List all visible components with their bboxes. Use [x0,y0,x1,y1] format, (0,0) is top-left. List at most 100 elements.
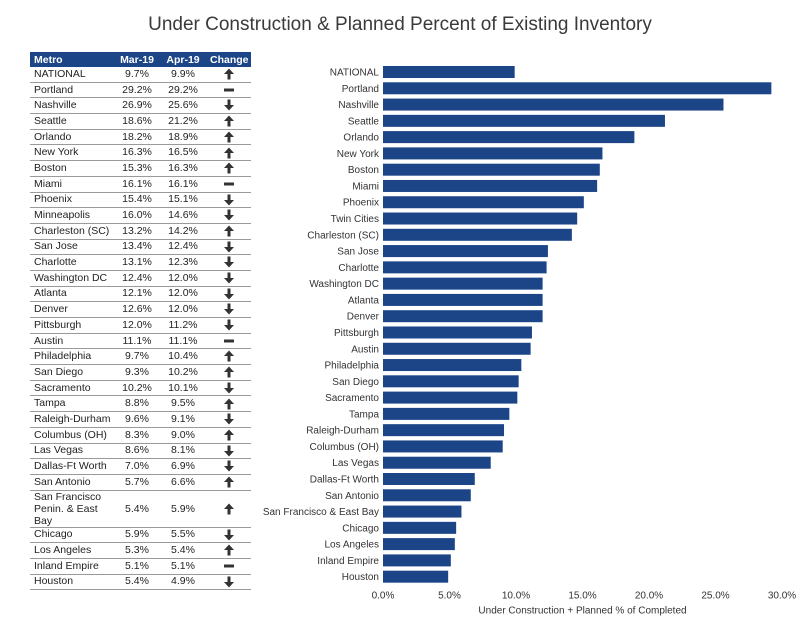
category-label: Denver [347,312,380,323]
apr-19-cell: 4.9% [160,574,206,591]
table-row: Philadelphia 9.7% 10.4% [30,348,251,366]
flat-dash-icon [223,88,234,92]
change-cell [206,82,251,99]
table-row: Miami 16.1% 16.1% [30,176,251,193]
metro-cell: Miami [30,176,114,193]
arrow-up-icon [223,162,234,174]
table-row: Dallas-Ft Worth 7.0% 6.9% [30,458,251,475]
mar-19-cell: 29.2% [114,82,160,99]
category-label: Dallas-Ft Worth [310,475,379,486]
table-row: Raleigh-Durham 9.6% 9.1% [30,411,251,428]
arrow-up-icon [223,503,234,515]
metro-cell: Chicago [30,527,114,544]
metro-cell: Denver [30,301,114,318]
arrow-down-icon [223,272,234,284]
change-cell [206,176,251,193]
apr-19-cell: 25.6% [160,97,206,115]
apr-19-cell: 6.9% [160,458,206,475]
table-row: Seattle 18.6% 21.2% [30,113,251,130]
change-cell [206,474,251,491]
table-row: San Diego 9.3% 10.2% [30,364,251,381]
mar-19-cell: 5.3% [114,542,160,559]
table-row: Nashville 26.9% 25.6% [30,97,251,115]
metro-cell: Sacramento [30,380,114,397]
category-label: San Antonio [325,491,379,502]
bar [383,98,724,111]
apr-19-cell: 9.5% [160,395,206,413]
apr-19-cell: 6.6% [160,474,206,491]
metro-cell: Dallas-Ft Worth [30,458,114,475]
apr-19-cell: 16.5% [160,144,206,162]
apr-19-cell: 9.1% [160,411,206,428]
table-row: San Antonio 5.7% 6.6% [30,474,251,491]
table-row: Pittsburgh 12.0% 11.2% [30,317,251,334]
change-cell [206,286,251,303]
apr-19-cell: 11.2% [160,317,206,334]
category-label: Portland [342,84,379,95]
bar [383,66,515,78]
table-header-row: Metro Mar-19 Apr-19 Change [30,52,251,67]
metro-cell: Philadelphia [30,348,114,366]
change-cell [206,527,251,544]
metro-cell: NATIONAL [30,67,114,83]
mar-19-cell: 9.7% [114,67,160,83]
change-cell [206,443,251,460]
bar [383,212,578,225]
table-row: Austin 11.1% 11.1% [30,333,251,350]
mar-19-cell: 16.1% [114,176,160,193]
metro-cell: Columbus (OH) [30,427,114,444]
mar-19-cell: 13.1% [114,254,160,271]
category-label: Austin [351,344,379,355]
table-body: NATIONAL 9.7% 9.9% Portland 29.2% 29.2% Nashvi… [30,67,251,591]
change-cell [206,67,251,83]
category-label: New York [337,149,380,160]
category-label: San Diego [332,377,379,388]
change-cell [206,333,251,350]
category-label: NATIONAL [330,68,380,79]
mar-19-cell: 5.9% [114,527,160,544]
table-row: San Francisco Penin. & East Bay 5.4% 5.9% [30,490,251,528]
category-label: Seattle [348,116,380,127]
change-cell [206,411,251,428]
apr-19-cell: 10.2% [160,364,206,381]
flat-dash-icon [223,564,234,568]
bar [383,456,491,469]
apr-19-cell: 12.0% [160,286,206,303]
apr-19-cell: 10.4% [160,348,206,366]
table-row: San Jose 13.4% 12.4% [30,239,251,256]
table-row: Tampa 8.8% 9.5% [30,395,251,413]
x-tick-label: 25.0% [701,591,729,602]
col-header-change: Change [206,52,251,67]
change-cell [206,380,251,397]
change-cell [206,490,251,528]
bar [383,277,543,290]
apr-19-cell: 5.5% [160,527,206,544]
category-label: San Jose [337,247,379,258]
metro-cell: San Jose [30,239,114,256]
metro-cell: Charleston (SC) [30,223,114,240]
x-tick-label: 5.0% [438,591,461,602]
apr-19-cell: 5.4% [160,542,206,559]
apr-19-cell: 9.0% [160,427,206,444]
mar-19-cell: 5.7% [114,474,160,491]
change-cell [206,223,251,240]
bar [383,554,451,567]
category-label: Charlotte [338,263,379,274]
mar-19-cell: 11.1% [114,333,160,350]
change-cell [206,192,251,209]
apr-19-cell: 8.1% [160,443,206,460]
bar [383,261,547,274]
mar-19-cell: 8.3% [114,427,160,444]
arrow-down-icon [223,460,234,472]
change-cell [206,97,251,115]
apr-19-cell: 16.3% [160,160,206,177]
table-row: Columbus (OH) 8.3% 9.0% [30,427,251,444]
page-title: Under Construction & Planned Percent of … [148,14,652,35]
arrow-up-icon [223,225,234,237]
change-cell [206,364,251,381]
category-label: Washington DC [309,279,379,290]
x-tick-label: 0.0% [372,591,395,602]
arrow-down-icon [223,529,234,541]
change-cell [206,427,251,444]
table-row: NATIONAL 9.7% 9.9% [30,67,251,83]
